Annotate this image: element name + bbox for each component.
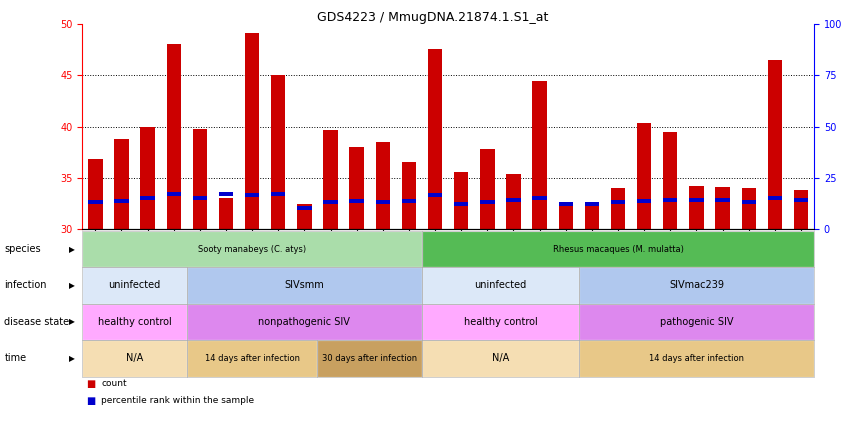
Bar	[88, 200, 102, 204]
Bar	[715, 198, 730, 202]
Bar	[402, 162, 417, 229]
Bar	[219, 198, 233, 229]
Text: SIVsmm: SIVsmm	[285, 281, 324, 290]
Bar	[507, 198, 520, 202]
Bar	[715, 187, 730, 229]
Bar	[350, 147, 364, 229]
Text: ▶: ▶	[69, 317, 74, 326]
Bar	[88, 159, 102, 229]
Bar	[559, 206, 573, 229]
Text: ▶: ▶	[69, 281, 74, 290]
Text: time: time	[4, 353, 27, 363]
Bar	[114, 199, 129, 203]
Bar	[663, 132, 677, 229]
Bar	[741, 200, 756, 204]
Bar	[140, 127, 155, 229]
Text: 30 days after infection: 30 days after infection	[322, 354, 417, 363]
Bar	[533, 196, 546, 200]
Bar	[428, 49, 443, 229]
Bar	[585, 202, 599, 206]
Bar	[219, 192, 233, 196]
Bar	[402, 199, 417, 203]
Bar	[454, 173, 469, 229]
Bar	[767, 60, 782, 229]
Text: Rhesus macaques (M. mulatta): Rhesus macaques (M. mulatta)	[553, 245, 683, 254]
Text: SIVmac239: SIVmac239	[669, 281, 724, 290]
Text: uninfected: uninfected	[475, 281, 527, 290]
Text: uninfected: uninfected	[108, 281, 161, 290]
Bar	[454, 202, 469, 206]
Text: ■: ■	[87, 396, 96, 406]
Bar	[166, 44, 181, 229]
Text: healthy control: healthy control	[98, 317, 171, 327]
Bar	[428, 193, 443, 197]
Bar	[166, 192, 181, 196]
Bar	[611, 200, 625, 204]
Bar	[559, 202, 573, 206]
Text: healthy control: healthy control	[463, 317, 537, 327]
Text: 14 days after infection: 14 days after infection	[204, 354, 300, 363]
Text: nonpathogenic SIV: nonpathogenic SIV	[258, 317, 351, 327]
Text: ■: ■	[87, 379, 96, 389]
Text: N/A: N/A	[492, 353, 509, 363]
Text: count: count	[101, 379, 127, 388]
Text: Sooty manabeys (C. atys): Sooty manabeys (C. atys)	[198, 245, 307, 254]
Text: ▶: ▶	[69, 354, 74, 363]
Bar	[350, 199, 364, 203]
Text: GDS4223 / MmugDNA.21874.1.S1_at: GDS4223 / MmugDNA.21874.1.S1_at	[317, 11, 549, 24]
Bar	[767, 196, 782, 200]
Bar	[794, 190, 808, 229]
Bar	[245, 193, 259, 197]
Bar	[376, 142, 390, 229]
Text: infection: infection	[4, 281, 47, 290]
Text: ▶: ▶	[69, 245, 74, 254]
Bar	[376, 200, 390, 204]
Bar	[507, 174, 520, 229]
Bar	[663, 198, 677, 202]
Bar	[323, 200, 338, 204]
Bar	[533, 80, 546, 229]
Bar	[323, 130, 338, 229]
Text: percentile rank within the sample: percentile rank within the sample	[101, 396, 255, 404]
Bar	[689, 198, 703, 202]
Bar	[245, 32, 259, 229]
Bar	[794, 198, 808, 202]
Bar	[611, 188, 625, 229]
Bar	[114, 139, 129, 229]
Bar	[271, 75, 286, 229]
Bar	[689, 186, 703, 229]
Bar	[741, 188, 756, 229]
Text: N/A: N/A	[126, 353, 143, 363]
Bar	[480, 149, 494, 229]
Bar	[297, 204, 312, 229]
Bar	[193, 129, 207, 229]
Bar	[585, 206, 599, 229]
Bar	[271, 192, 286, 196]
Text: species: species	[4, 244, 41, 254]
Text: pathogenic SIV: pathogenic SIV	[660, 317, 734, 327]
Bar	[140, 196, 155, 200]
Bar	[637, 199, 651, 203]
Bar	[297, 206, 312, 210]
Text: 14 days after infection: 14 days after infection	[649, 354, 744, 363]
Text: disease state: disease state	[4, 317, 69, 327]
Bar	[480, 200, 494, 204]
Bar	[637, 123, 651, 229]
Bar	[193, 196, 207, 200]
